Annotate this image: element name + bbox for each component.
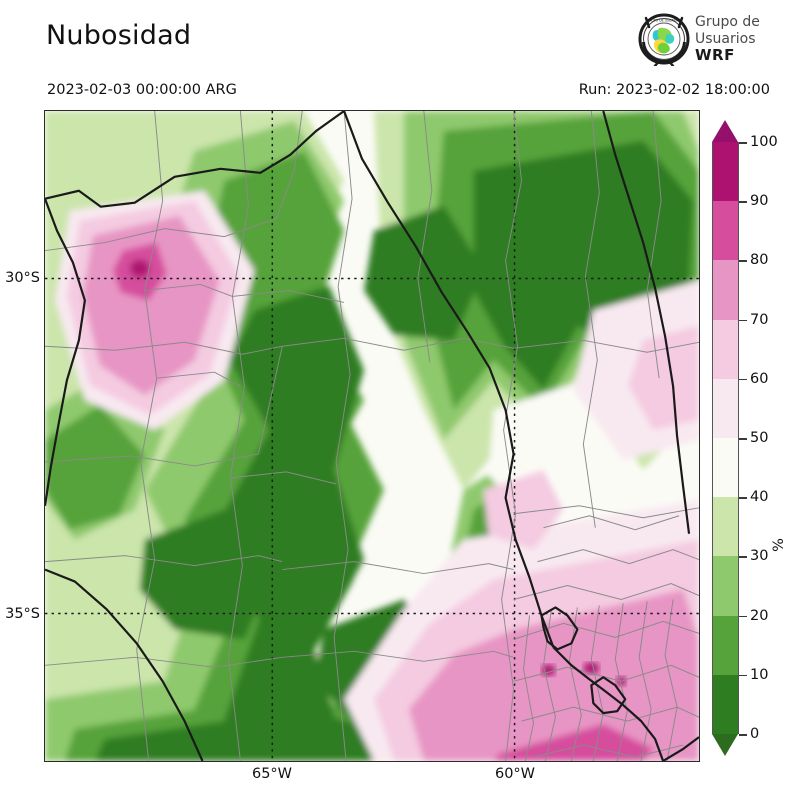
national-borders xyxy=(45,111,699,761)
colorbar-unit-label: % xyxy=(770,538,787,552)
logo-line-1: Grupo de xyxy=(695,14,760,30)
logo-line-2: Usuarios xyxy=(695,30,756,47)
valid-time-label: 2023-02-03 00:00:00 ARG xyxy=(47,82,237,98)
colorbar-tick-label: 80 xyxy=(750,252,769,269)
lat-tick-label: 30°S xyxy=(5,270,40,286)
colorbar-tick xyxy=(739,319,747,322)
colorbar-tick-label: 10 xyxy=(750,666,769,683)
colorbar-tick-label: 40 xyxy=(750,489,769,506)
brand-logo: GRUPO DE USUARIOS Grupo de Usuarios WRF xyxy=(637,12,797,70)
colorbar-tick-label: 90 xyxy=(750,193,769,210)
colorbar-band xyxy=(712,556,739,616)
cloud-cover-field xyxy=(45,111,699,761)
colorbar-tick xyxy=(739,142,747,144)
lon-tick-label: 65°W xyxy=(251,766,293,782)
colorbar-tick xyxy=(739,378,747,381)
run-time-label: Run: 2023-02-02 18:00:00 xyxy=(578,82,770,98)
colorbar-band xyxy=(712,201,739,261)
colorbar-tick-label: 30 xyxy=(750,548,769,565)
colorbar-tick-label: 70 xyxy=(750,311,769,328)
logo-text: Grupo de Usuarios WRF xyxy=(695,14,760,64)
colorbar-tick-label: 0 xyxy=(750,726,760,742)
colorbar-tick-label: 60 xyxy=(750,370,769,387)
colorbar-tick xyxy=(739,734,747,736)
colorbar-tick xyxy=(739,674,747,677)
colorbar-tick xyxy=(739,260,747,262)
map-frame[interactable] xyxy=(44,110,700,762)
svg-text:GRUPO DE USUARIOS: GRUPO DE USUARIOS xyxy=(647,19,682,23)
colorbar-extend-high xyxy=(712,120,738,142)
colorbar-band xyxy=(712,437,739,498)
lon-tick-label: 60°W xyxy=(494,766,536,782)
colorbar-extend-low xyxy=(712,734,738,756)
colorbar-tick xyxy=(739,556,747,558)
page-title: Nubosidad xyxy=(46,20,192,51)
colorbar-tick-label: 20 xyxy=(750,607,769,624)
colorbar-tick-label: 100 xyxy=(750,134,778,150)
colorbar-band xyxy=(712,260,739,320)
globe-seal-icon: GRUPO DE USUARIOS xyxy=(637,12,691,68)
colorbar-band xyxy=(712,497,739,557)
colorbar-band xyxy=(712,142,739,202)
colorbar-band xyxy=(712,615,739,675)
colorbar-tick xyxy=(739,615,747,618)
logo-line-3: WRF xyxy=(695,46,735,64)
colorbar: 0 10 20 30 40 50 60 70 80 90 100 % xyxy=(710,112,800,772)
colorbar-bands xyxy=(712,142,739,734)
colorbar-tick xyxy=(739,497,747,499)
lat-tick-label: 35°S xyxy=(5,606,40,622)
colorbar-tick-label: 50 xyxy=(750,430,769,446)
colorbar-band xyxy=(712,674,739,734)
graticule-lines xyxy=(45,111,699,761)
colorbar-tick xyxy=(739,201,747,203)
colorbar-band xyxy=(712,319,739,379)
colorbar-tick xyxy=(739,438,747,440)
colorbar-band xyxy=(712,378,739,438)
